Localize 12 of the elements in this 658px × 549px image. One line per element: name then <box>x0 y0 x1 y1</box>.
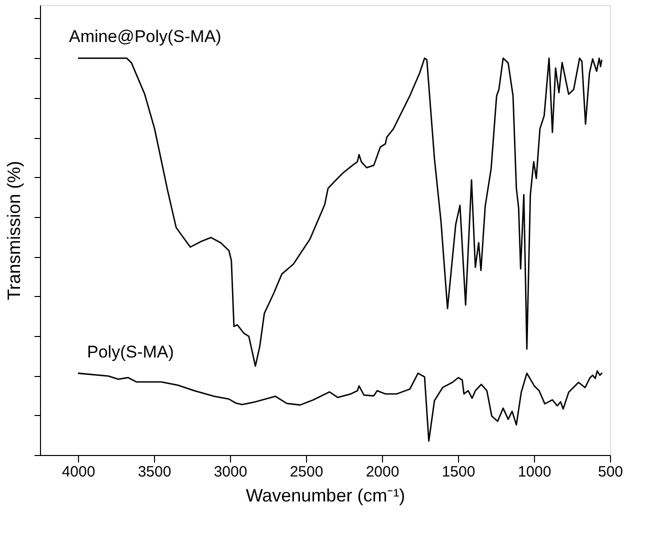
x-tick-label: 3000 <box>214 464 248 480</box>
x-tick-label: 2000 <box>366 464 400 480</box>
x-tick-label: 2500 <box>290 464 324 480</box>
x-tick-label: 4000 <box>62 464 96 480</box>
y-axis-title: Transmission (%) <box>4 160 24 300</box>
x-axis-title: Wavenumber (cm⁻¹) <box>246 486 406 506</box>
x-tick-label: 3500 <box>138 464 172 480</box>
series-label: Poly(S-MA) <box>87 342 174 362</box>
x-tick-label: 500 <box>598 464 624 480</box>
series-label: Amine@Poly(S-MA) <box>69 27 222 46</box>
x-tick-label: 1500 <box>442 464 476 480</box>
x-tick-label: 1000 <box>518 464 552 480</box>
